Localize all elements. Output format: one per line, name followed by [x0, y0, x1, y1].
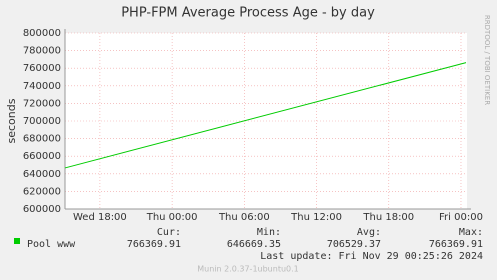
summary-header: Max: [459, 227, 483, 238]
y-tick-label: 780000 [23, 46, 61, 57]
summary-value: 646669.35 [227, 239, 281, 250]
side-label: RRDTOOL / TOBI OETIKER [483, 15, 491, 105]
x-tick-label: Wed 18:00 [73, 212, 127, 223]
data-line [64, 62, 467, 169]
x-tick-label: Thu 12:00 [290, 212, 342, 223]
x-tick-label: Thu 18:00 [362, 212, 414, 223]
y-tick-label: 720000 [23, 98, 61, 109]
x-tick-label: Thu 06:00 [218, 212, 270, 223]
y-tick-label: 600000 [23, 204, 61, 215]
chart-title: PHP-FPM Average Process Age - by day [121, 6, 375, 21]
y-tick-label: 660000 [23, 151, 61, 162]
summary-header: Min: [257, 227, 281, 238]
legend-label: Pool www [27, 239, 76, 250]
y-tick-label: 800000 [23, 28, 61, 39]
y-tick-label: 620000 [23, 186, 61, 197]
legend-swatch [14, 238, 20, 244]
footer: Munin 2.0.37-1ubuntu0.1 [197, 265, 299, 274]
y-tick-label: 740000 [23, 81, 61, 92]
y-axis-label: seconds [5, 98, 18, 143]
last-update: Last update: Fri Nov 29 00:25:26 2024 [260, 251, 483, 262]
x-tick-label: Fri 00:00 [439, 212, 483, 223]
summary-header: Avg: [357, 227, 381, 238]
y-tick-label: 640000 [23, 169, 61, 180]
x-tick-label: Thu 00:00 [146, 212, 198, 223]
y-tick-label: 700000 [23, 116, 61, 127]
y-tick-label: 760000 [23, 63, 61, 74]
summary-header: Cur: [157, 227, 181, 238]
summary-value: 706529.37 [327, 239, 381, 250]
y-tick-label: 680000 [23, 134, 61, 145]
summary-value: 766369.91 [429, 239, 483, 250]
summary-value: 766369.91 [127, 239, 181, 250]
